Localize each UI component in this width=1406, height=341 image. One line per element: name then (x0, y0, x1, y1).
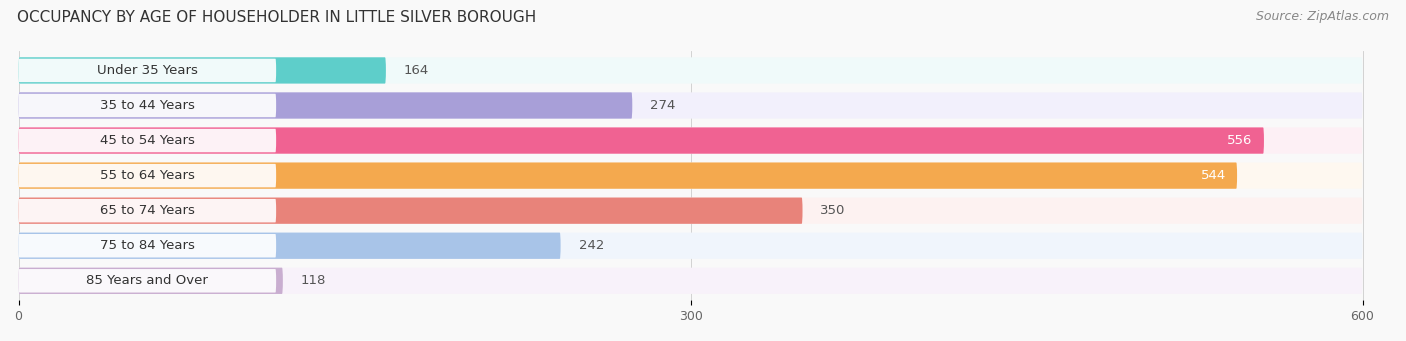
FancyBboxPatch shape (18, 269, 276, 293)
FancyBboxPatch shape (18, 233, 1362, 259)
Text: 164: 164 (404, 64, 429, 77)
Text: Under 35 Years: Under 35 Years (97, 64, 198, 77)
FancyBboxPatch shape (18, 128, 1264, 154)
Text: 544: 544 (1201, 169, 1226, 182)
Text: 55 to 64 Years: 55 to 64 Years (100, 169, 195, 182)
FancyBboxPatch shape (18, 162, 1362, 189)
FancyBboxPatch shape (18, 92, 1362, 119)
Text: OCCUPANCY BY AGE OF HOUSEHOLDER IN LITTLE SILVER BOROUGH: OCCUPANCY BY AGE OF HOUSEHOLDER IN LITTL… (17, 10, 536, 25)
FancyBboxPatch shape (18, 234, 276, 257)
FancyBboxPatch shape (18, 57, 1362, 84)
FancyBboxPatch shape (18, 59, 276, 82)
Text: 118: 118 (301, 274, 326, 287)
Text: 35 to 44 Years: 35 to 44 Years (100, 99, 195, 112)
FancyBboxPatch shape (18, 164, 276, 187)
Text: Source: ZipAtlas.com: Source: ZipAtlas.com (1256, 10, 1389, 23)
FancyBboxPatch shape (18, 268, 283, 294)
FancyBboxPatch shape (18, 92, 633, 119)
Text: 85 Years and Over: 85 Years and Over (86, 274, 208, 287)
FancyBboxPatch shape (18, 57, 385, 84)
FancyBboxPatch shape (18, 128, 1362, 154)
FancyBboxPatch shape (18, 233, 561, 259)
Text: 45 to 54 Years: 45 to 54 Years (100, 134, 195, 147)
FancyBboxPatch shape (18, 199, 276, 222)
Text: 75 to 84 Years: 75 to 84 Years (100, 239, 195, 252)
Text: 350: 350 (821, 204, 846, 217)
FancyBboxPatch shape (18, 268, 1362, 294)
FancyBboxPatch shape (18, 129, 276, 152)
FancyBboxPatch shape (18, 94, 276, 117)
Text: 274: 274 (650, 99, 675, 112)
FancyBboxPatch shape (18, 197, 803, 224)
Text: 556: 556 (1227, 134, 1253, 147)
Text: 65 to 74 Years: 65 to 74 Years (100, 204, 195, 217)
FancyBboxPatch shape (18, 197, 1362, 224)
Text: 242: 242 (578, 239, 605, 252)
FancyBboxPatch shape (18, 162, 1237, 189)
